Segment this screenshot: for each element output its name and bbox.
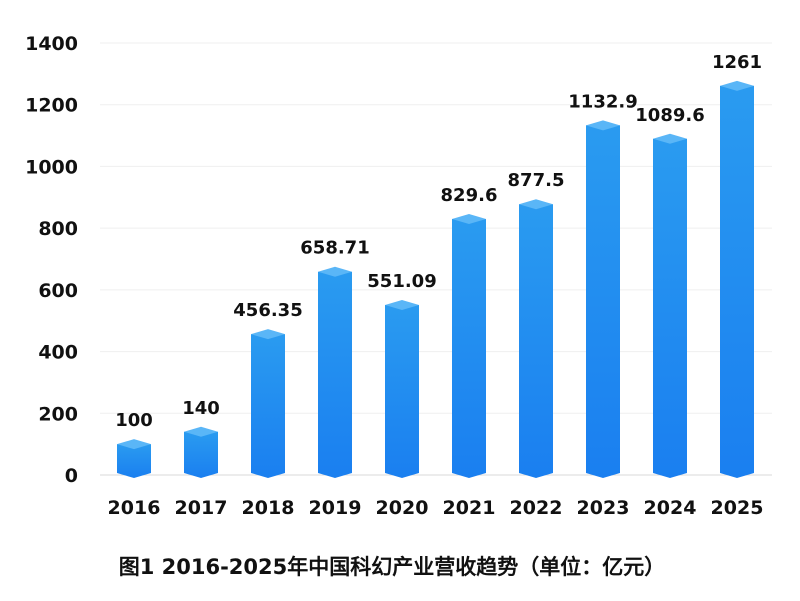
y-tick-label: 0 (65, 465, 78, 487)
bar-2025 (720, 85, 754, 479)
y-tick-label: 1400 (25, 33, 78, 55)
data-label: 140 (182, 398, 220, 419)
y-axis: 0 200 400 600 800 1000 1200 1400 (25, 33, 78, 487)
x-tick-label: 2022 (510, 497, 563, 519)
data-label: 551.09 (367, 271, 436, 292)
bars: 100 140 456.35 658.71 551.09 829.6 877.5 1132.9… (115, 52, 762, 479)
data-label: 1261 (712, 52, 762, 73)
bar-2019 (318, 271, 352, 478)
data-label: 1132.9 (568, 91, 637, 112)
bar-2017 (184, 431, 218, 478)
x-tick-label: 2018 (242, 497, 295, 519)
gridlines (100, 42, 772, 476)
bar-2022 (519, 204, 553, 478)
bar-cap (318, 266, 352, 277)
bar-cap (586, 120, 620, 131)
bar-2020 (385, 304, 419, 478)
x-tick-label: 2024 (644, 497, 697, 519)
bar-cap (117, 439, 151, 450)
y-tick-label: 600 (38, 280, 78, 302)
data-label: 658.71 (300, 238, 369, 259)
y-tick-label: 800 (38, 218, 78, 240)
bar-cap (519, 199, 553, 210)
bar-2021 (452, 219, 486, 478)
x-tick-label: 2023 (577, 497, 630, 519)
x-tick-label: 2016 (108, 497, 161, 519)
chart-title: 图1 2016-2025年中国科幻产业营收趋势（单位：亿元） (119, 555, 666, 579)
y-tick-label: 200 (38, 403, 78, 425)
x-tick-label: 2025 (711, 497, 764, 519)
y-tick-label: 400 (38, 342, 78, 364)
bar-2016 (117, 444, 151, 478)
bar-cap (251, 329, 285, 340)
bar-cap (653, 133, 687, 144)
x-tick-label: 2017 (175, 497, 228, 519)
bar-cap (385, 299, 419, 310)
data-label: 100 (115, 410, 153, 431)
y-tick-label: 1000 (25, 156, 78, 178)
y-tick-label: 1200 (25, 95, 78, 117)
bar-2024 (653, 138, 687, 478)
data-label: 456.35 (233, 300, 302, 321)
x-tick-label: 2020 (376, 497, 429, 519)
bar-2023 (586, 125, 620, 478)
x-axis: 2016 2017 2018 2019 2020 2021 2022 2023 2024 2025 (108, 497, 764, 519)
data-label: 1089.6 (635, 105, 704, 126)
x-tick-label: 2021 (443, 497, 496, 519)
bar-cap (184, 426, 218, 437)
bar-cap (452, 214, 486, 225)
bar-cap (720, 80, 754, 91)
bar-2018 (251, 334, 285, 478)
x-tick-label: 2019 (309, 497, 362, 519)
data-label: 877.5 (508, 170, 565, 191)
data-label: 829.6 (441, 185, 498, 206)
